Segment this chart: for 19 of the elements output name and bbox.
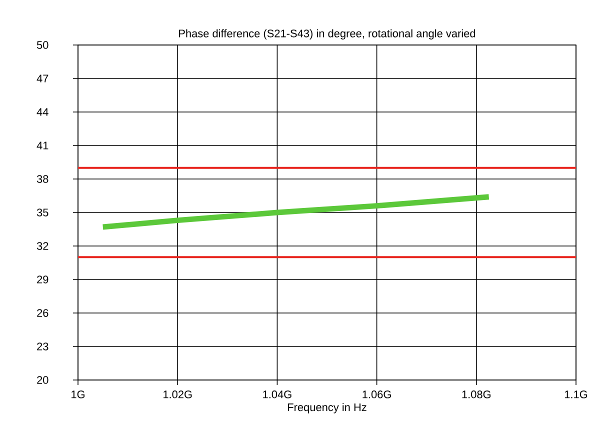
y-tick-label: 41: [36, 142, 48, 150]
y-tick-label: 50: [36, 41, 48, 49]
y-tick-label: 23: [37, 342, 48, 350]
x-tick-label: 1.1G: [564, 390, 588, 398]
y-tick-label: 38: [36, 175, 48, 183]
x-tick-label: 1.04G: [263, 390, 292, 398]
chart-title: Phase difference (S21-S43) in degree, rotational angle varied: [179, 29, 476, 40]
y-tick-label: 47: [36, 74, 48, 82]
y-tick-label: 35: [36, 208, 48, 216]
y-tick-label: 20: [37, 376, 48, 384]
y-tick-label: 44: [36, 108, 48, 116]
y-tick-label: 26: [37, 309, 48, 317]
x-tick-label: 1.02G: [164, 390, 192, 398]
y-tick-label: 32: [36, 242, 48, 250]
x-axis-title: Frequency in Hz: [288, 403, 366, 414]
x-tick-label: 1G: [72, 390, 84, 398]
x-tick-label: 1.06G: [362, 390, 391, 398]
x-tick-label: 1.08G: [462, 390, 491, 398]
y-tick-label: 29: [37, 276, 48, 284]
